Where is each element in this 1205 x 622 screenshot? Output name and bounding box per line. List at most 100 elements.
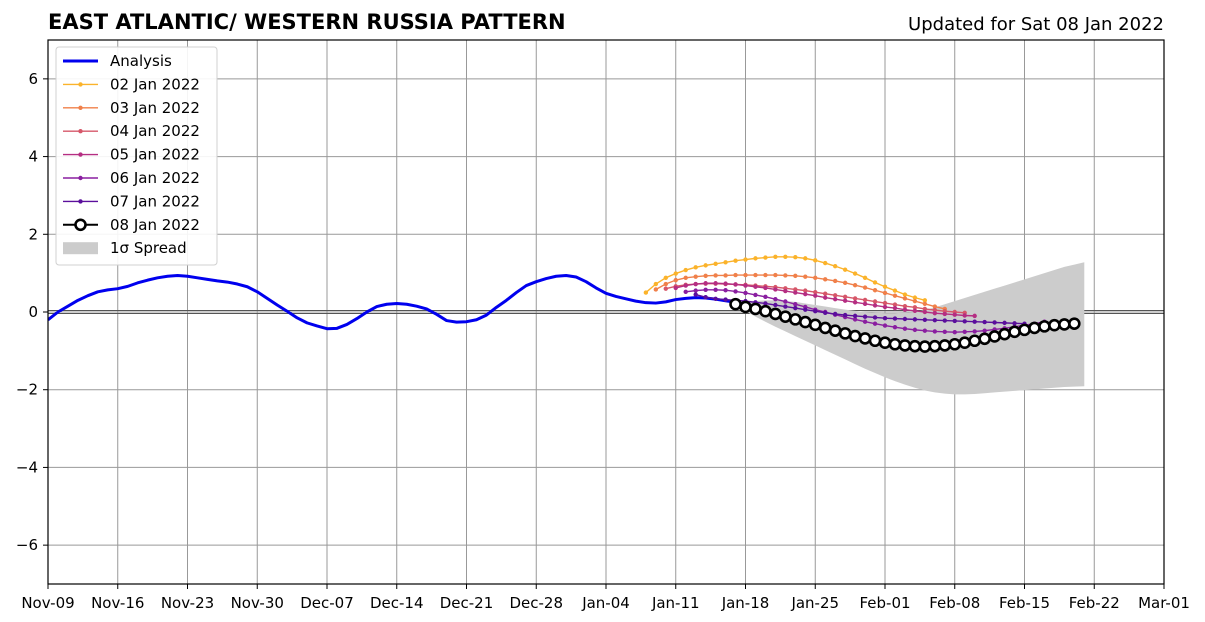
series-point-5 xyxy=(832,311,838,317)
series-point-1 xyxy=(733,272,738,278)
legend-handle-marker xyxy=(78,128,83,134)
series-point-1 xyxy=(902,296,908,301)
series-point-0 xyxy=(912,295,918,300)
series-point-3 xyxy=(813,293,818,298)
legend-label: Analysis xyxy=(110,52,172,70)
series-point-1 xyxy=(723,273,728,278)
series-point-4 xyxy=(862,319,868,324)
series-point-6 xyxy=(818,321,832,335)
series-point-6 xyxy=(908,339,922,353)
series-point-6 xyxy=(858,332,872,345)
series-point-6 xyxy=(948,337,962,351)
series-point-5 xyxy=(952,318,957,324)
series-point-5 xyxy=(962,319,967,324)
series-point-5 xyxy=(773,302,778,308)
series-point-0 xyxy=(763,255,768,260)
series-point-1 xyxy=(713,273,718,278)
series-point-4 xyxy=(892,324,898,330)
legend-handle-marker xyxy=(78,199,83,204)
series-point-2 xyxy=(872,299,878,304)
series-line-5 xyxy=(695,293,1025,325)
series-point-6 xyxy=(759,304,772,318)
series-point-3 xyxy=(703,281,708,286)
x-tick-label: Dec-07 xyxy=(300,594,354,612)
series-point-6 xyxy=(988,330,1001,343)
legend-handle-marker xyxy=(78,82,83,87)
plot-area: Nov-09 Nov-16 Nov-23 Nov-30 Dec-07 Dec-14 Dec-… xyxy=(16,39,1190,612)
series-point-5 xyxy=(872,315,878,320)
series-point-5 xyxy=(922,317,928,322)
series-point-1 xyxy=(763,272,768,278)
series-point-2 xyxy=(882,300,888,306)
series-point-4 xyxy=(922,328,928,333)
series-point-3 xyxy=(783,288,788,294)
legend-handle-marker xyxy=(74,218,87,232)
series-point-6 xyxy=(1028,321,1041,335)
series-point-4 xyxy=(962,329,967,335)
series-point-1 xyxy=(832,278,838,284)
series-point-3 xyxy=(922,309,928,315)
chart-title: EAST ATLANTIC/ WESTERN RUSSIA PATTERN xyxy=(48,10,566,34)
series-point-4 xyxy=(723,288,728,293)
chart-subtitle: Updated for Sat 08 Jan 2022 xyxy=(908,14,1164,35)
series-point-5 xyxy=(852,313,858,319)
series-point-6 xyxy=(998,327,1011,341)
x-tick-label: Nov-30 xyxy=(231,594,284,612)
series-point-4 xyxy=(743,290,748,296)
series-point-6 xyxy=(978,332,991,346)
x-tick-label: Jan-11 xyxy=(651,594,700,612)
series-point-0 xyxy=(922,298,928,303)
series-point-1 xyxy=(793,273,798,279)
series-point-3 xyxy=(733,282,738,287)
series-point-6 xyxy=(878,336,892,349)
x-tick-label: Mar-01 xyxy=(1138,594,1190,612)
series-point-1 xyxy=(813,275,818,281)
series-analysis-line xyxy=(48,273,736,331)
series-point-4 xyxy=(773,296,778,302)
series-point-5 xyxy=(703,295,708,300)
series-point-3 xyxy=(743,283,748,288)
x-tick-label: Dec-21 xyxy=(440,594,494,612)
series-point-3 xyxy=(942,311,947,317)
series-point-0 xyxy=(703,263,708,268)
series-point-2 xyxy=(912,305,918,310)
series-point-6 xyxy=(1048,318,1061,332)
series-point-0 xyxy=(862,275,868,281)
series-point-3 xyxy=(763,285,768,291)
series-point-5 xyxy=(842,312,848,318)
series-point-6 xyxy=(838,327,852,340)
y-tick-label: −4 xyxy=(16,458,38,476)
series-point-2 xyxy=(823,291,828,296)
series-point-4 xyxy=(882,323,888,328)
axes-frame xyxy=(47,39,1165,585)
series-point-2 xyxy=(892,302,898,307)
series-point-5 xyxy=(713,296,718,301)
series-point-6 xyxy=(968,334,981,348)
series-point-0 xyxy=(753,256,758,261)
series-point-2 xyxy=(902,303,908,309)
series-point-3 xyxy=(753,284,758,289)
series-point-0 xyxy=(783,254,788,260)
legend: Analysis 02 Jan 2022 03 Jan 2022 04 Jan 202… xyxy=(55,46,218,266)
series-point-2 xyxy=(663,286,668,291)
series-point-1 xyxy=(932,304,938,309)
legend-label: 05 Jan 2022 xyxy=(110,146,200,164)
legend-label: 1σ Spread xyxy=(110,239,187,257)
series-point-4 xyxy=(733,289,738,294)
series-point-6 xyxy=(868,334,882,348)
series-point-0 xyxy=(793,255,798,260)
series-point-2 xyxy=(852,296,858,301)
series-point-1 xyxy=(803,274,808,279)
x-tick-label: Nov-09 xyxy=(21,594,74,612)
series-point-6 xyxy=(958,336,972,349)
series-point-6 xyxy=(729,297,742,311)
x-tick-label: Feb-22 xyxy=(1069,594,1120,612)
series-point-6 xyxy=(798,315,812,329)
series-point-4 xyxy=(693,288,698,293)
x-tick-label: Nov-16 xyxy=(91,594,144,612)
y-tick-label: 6 xyxy=(28,70,38,88)
series-point-2 xyxy=(803,288,808,293)
series-point-4 xyxy=(683,289,688,294)
x-tick-label: Feb-15 xyxy=(999,594,1050,612)
legend-handle-marker xyxy=(78,175,83,181)
